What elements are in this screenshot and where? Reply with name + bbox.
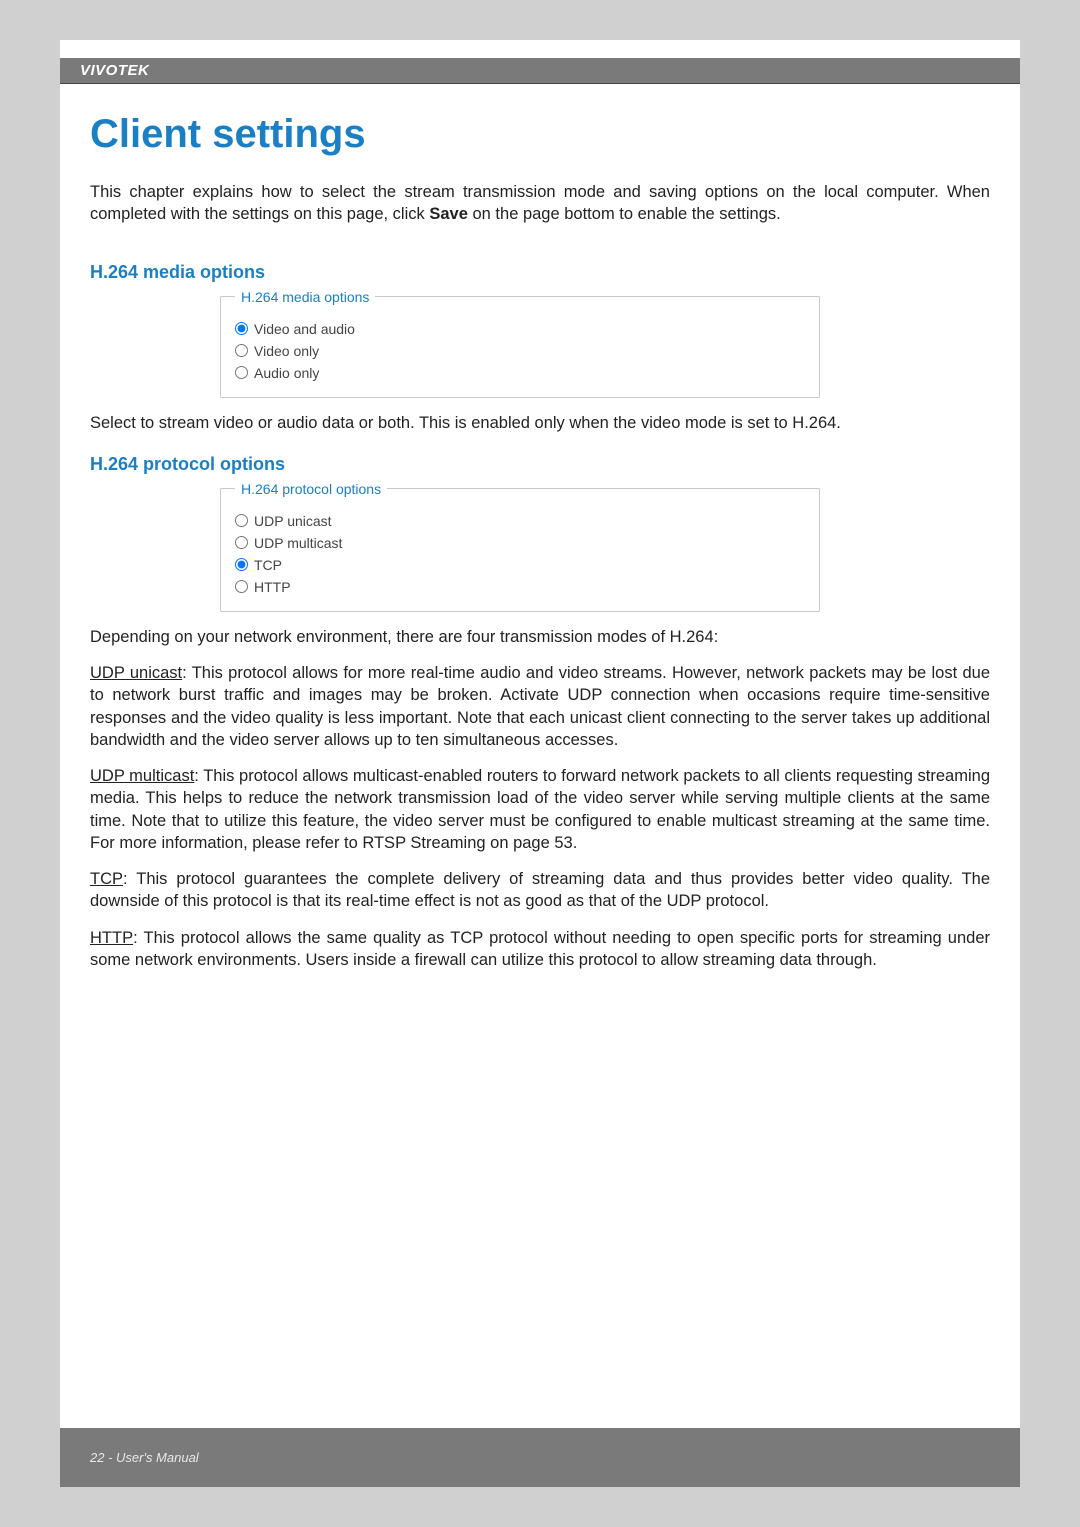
protocol-label-2: TCP [254,557,282,573]
brand-label: VIVOTEK [80,62,149,79]
intro-bold: Save [429,205,468,223]
media-desc: Select to stream video or audio data or … [90,412,990,434]
http-text: : This protocol allows the same quality … [90,929,990,969]
media-radio-1[interactable] [235,344,248,357]
udp-multicast-text: : This protocol allows multicast-enabled… [90,767,990,852]
protocol-label-0: UDP unicast [254,513,332,529]
document-page: VIVOTEK Client settings This chapter exp… [60,40,1020,1487]
udp-multicast-label: UDP multicast [90,767,194,785]
udp-unicast-label: UDP unicast [90,664,182,682]
tcp-paragraph: TCP: This protocol guarantees the comple… [90,868,990,913]
http-label: HTTP [90,929,133,947]
protocol-option-tcp[interactable]: TCP [235,557,805,573]
media-option-video-only[interactable]: Video only [235,343,805,359]
media-legend: H.264 media options [235,289,375,305]
protocol-fieldset: H.264 protocol options UDP unicast UDP m… [220,481,820,612]
media-label-0: Video and audio [254,321,355,337]
protocol-option-udp-unicast[interactable]: UDP unicast [235,513,805,529]
media-fieldset-wrap: H.264 media options Video and audio Vide… [220,289,820,398]
protocol-radio-3[interactable] [235,580,248,593]
intro-paragraph: This chapter explains how to select the … [90,181,990,226]
protocol-label-1: UDP multicast [254,535,342,551]
udp-multicast-paragraph: UDP multicast: This protocol allows mult… [90,765,990,854]
protocol-fieldset-wrap: H.264 protocol options UDP unicast UDP m… [220,481,820,612]
protocol-intro: Depending on your network environment, t… [90,626,990,648]
udp-unicast-text: : This protocol allows for more real-tim… [90,664,990,749]
protocol-label-3: HTTP [254,579,291,595]
protocol-legend: H.264 protocol options [235,481,387,497]
media-label-1: Video only [254,343,319,359]
protocol-heading: H.264 protocol options [90,454,990,475]
tcp-text: : This protocol guarantees the complete … [90,870,990,910]
footer-text: 22 - User's Manual [90,1450,199,1465]
intro-post: on the page bottom to enable the setting… [468,205,781,223]
page-content: Client settings This chapter explains ho… [60,112,1020,971]
protocol-radio-0[interactable] [235,514,248,527]
media-fieldset: H.264 media options Video and audio Vide… [220,289,820,398]
udp-unicast-paragraph: UDP unicast: This protocol allows for mo… [90,662,990,751]
brand-header: VIVOTEK [60,58,1020,83]
media-option-audio-only[interactable]: Audio only [235,365,805,381]
media-option-video-audio[interactable]: Video and audio [235,321,805,337]
protocol-option-udp-multicast[interactable]: UDP multicast [235,535,805,551]
tcp-label: TCP [90,870,123,888]
protocol-radio-1[interactable] [235,536,248,549]
page-footer: 22 - User's Manual [60,1428,1020,1487]
http-paragraph: HTTP: This protocol allows the same qual… [90,927,990,972]
media-heading: H.264 media options [90,262,990,283]
header-divider [60,83,1020,84]
protocol-option-http[interactable]: HTTP [235,579,805,595]
media-radio-0[interactable] [235,322,248,335]
page-title: Client settings [90,112,990,157]
media-label-2: Audio only [254,365,319,381]
media-radio-2[interactable] [235,366,248,379]
protocol-radio-2[interactable] [235,558,248,571]
